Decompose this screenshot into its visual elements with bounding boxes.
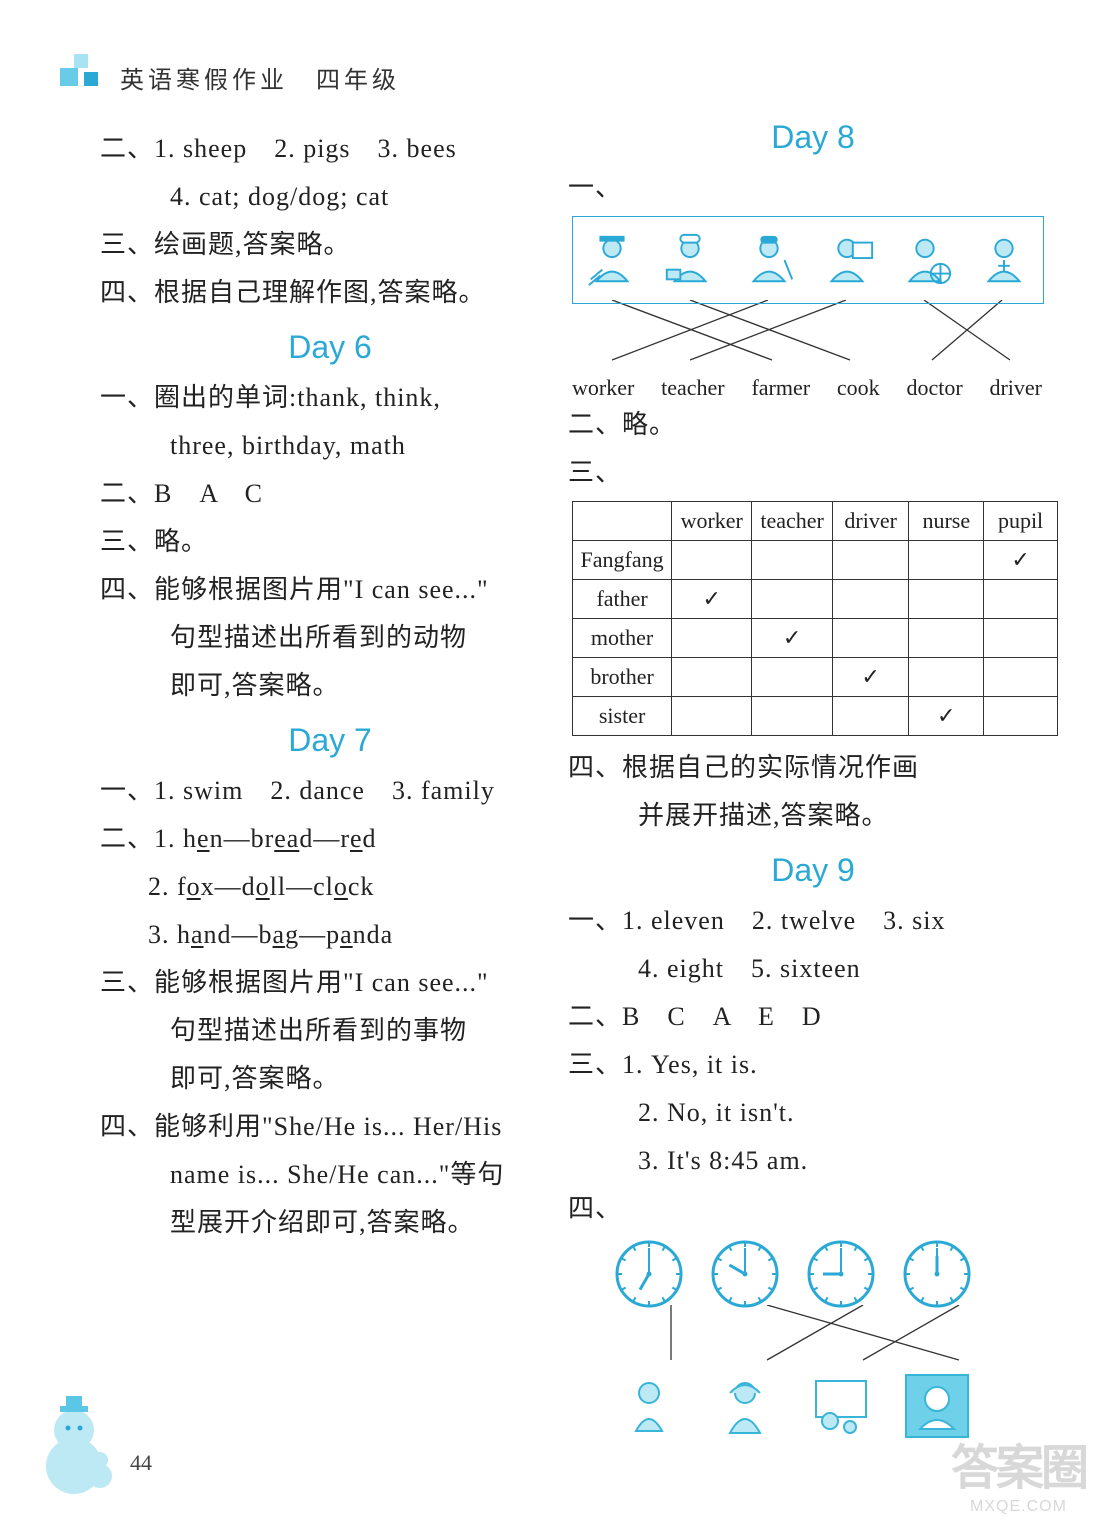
match-label: driver xyxy=(989,375,1042,401)
match-label: doctor xyxy=(906,375,962,401)
answer-line: 即可,答案略。 xyxy=(100,1055,560,1103)
clock-icon xyxy=(806,1239,876,1309)
answer-line: 三、1. Yes, it is. xyxy=(568,1041,1058,1089)
header-decoration-icon xyxy=(60,48,100,92)
answer-line: 三、能够根据图片用"I can see..." xyxy=(100,959,560,1007)
day-heading: Day 9 xyxy=(568,852,1058,889)
match-label: worker xyxy=(572,375,634,401)
answer-line: 句型描述出所看到的动物 xyxy=(100,614,560,662)
answer-line: 即可,答案略。 xyxy=(100,662,560,710)
answer-line: 一、 xyxy=(568,164,1058,212)
answer-line: name is... She/He can..."等句 xyxy=(100,1151,560,1199)
answer-line: 四、能够利用"She/He is... Her/His xyxy=(100,1103,560,1151)
clock-icon xyxy=(614,1239,684,1309)
clock-match-lines xyxy=(636,1305,1026,1365)
answer-line: three, birthday, math xyxy=(100,422,560,470)
answer-line: 四、根据自己理解作图,答案略。 xyxy=(100,269,560,317)
child-icon xyxy=(614,1370,684,1442)
day-heading: Day 8 xyxy=(568,119,1058,156)
answer-line: 2. fox—doll—clock xyxy=(100,863,560,911)
answer-line: 三、略。 xyxy=(100,518,560,566)
answer-line: 一、圈出的单词:thank, think, xyxy=(100,374,560,422)
answer-line: 3. It's 8:45 am. xyxy=(568,1137,1058,1185)
match-label: teacher xyxy=(661,375,725,401)
page-header: 英语寒假作业 四年级 xyxy=(120,60,1066,95)
answer-line: 3. hand—bag—panda xyxy=(100,911,560,959)
answer-line: 句型描述出所看到的事物 xyxy=(100,1007,560,1055)
job-icon xyxy=(661,231,719,289)
answer-line: 4. cat; dog/dog; cat xyxy=(100,173,560,221)
job-icon xyxy=(818,231,876,289)
answer-line: 三、 xyxy=(568,449,1058,497)
answer-line: 并展开描述,答案略。 xyxy=(568,792,1058,840)
day-heading: Day 6 xyxy=(100,329,560,366)
page-number: 44 xyxy=(130,1450,152,1476)
child-icon xyxy=(806,1370,876,1442)
answer-line: 型展开介绍即可,答案略。 xyxy=(100,1199,560,1247)
job-match-box xyxy=(572,216,1044,304)
match-label: farmer xyxy=(751,375,810,401)
answer-line: 三、绘画题,答案略。 xyxy=(100,221,560,269)
match-lines xyxy=(572,300,1042,370)
snowman-icon xyxy=(40,1396,120,1496)
day-heading: Day 7 xyxy=(100,722,560,759)
answer-line: 二、1. hen—bread—red xyxy=(100,815,560,863)
answer-line: 一、1. eleven 2. twelve 3. six xyxy=(568,897,1058,945)
job-icon xyxy=(975,231,1033,289)
child-icon xyxy=(710,1370,780,1442)
answer-line: 一、1. swim 2. dance 3. family xyxy=(100,767,560,815)
job-table: workerteacherdrivernursepupilFangfang✓fa… xyxy=(572,501,1058,736)
job-icon xyxy=(896,231,954,289)
answer-line: 四、根据自己的实际情况作画 xyxy=(568,744,1058,792)
answer-line: 4. eight 5. sixteen xyxy=(568,945,1058,993)
answer-line: 二、B C A E D xyxy=(568,993,1058,1041)
match-label: cook xyxy=(837,375,880,401)
answer-line: 四、 xyxy=(568,1185,1058,1233)
answer-line: 二、略。 xyxy=(568,401,1058,449)
watermark: 答案圈 MXQE.COM xyxy=(951,1428,1086,1516)
match-labels-row: worker teacher farmer cook doctor driver xyxy=(572,375,1042,401)
answer-line: 四、能够根据图片用"I can see..." xyxy=(100,566,560,614)
clock-row xyxy=(614,1239,1058,1309)
job-icon xyxy=(583,231,641,289)
clock-icon xyxy=(902,1239,972,1309)
answer-line: 二、1. sheep 2. pigs 3. bees xyxy=(100,125,560,173)
job-icon xyxy=(740,231,798,289)
clock-icon xyxy=(710,1239,780,1309)
answer-line: 二、B A C xyxy=(100,470,560,518)
answer-line: 2. No, it isn't. xyxy=(568,1089,1058,1137)
